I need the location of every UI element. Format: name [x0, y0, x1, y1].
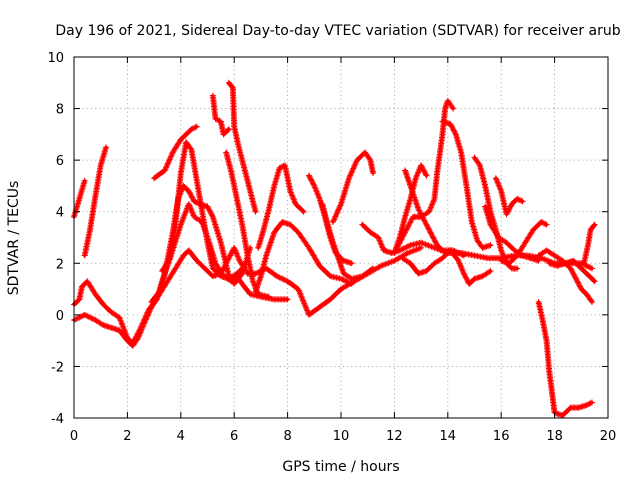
series-s12 — [252, 219, 355, 295]
x-tick-label: 2 — [123, 429, 131, 444]
x-axis-label: GPS time / hours — [282, 459, 399, 475]
series-trace — [160, 140, 247, 281]
series-markers — [535, 298, 595, 419]
series-s19 — [394, 97, 457, 251]
series-trace — [494, 176, 525, 216]
series-s21 — [399, 247, 494, 287]
series-s11 — [255, 162, 307, 251]
y-axis-label: SDTVAR / TECUs — [6, 181, 22, 296]
x-tick-label: 16 — [493, 429, 510, 444]
series-trace — [152, 125, 199, 180]
series-trace — [320, 202, 375, 281]
series-trace — [395, 99, 455, 250]
series-trace — [440, 119, 493, 250]
axis-ticks: 0 2 4 6 8 10 12 14 16 18 20 -4 -2 0 2 4 6 8 10 — [47, 51, 616, 444]
y-tick-label: -2 — [51, 360, 64, 375]
series-s23 — [482, 203, 542, 264]
series-trace — [582, 223, 597, 265]
series-trace — [83, 145, 108, 258]
y-tick-label: 6 — [56, 154, 64, 169]
series-trace — [536, 248, 594, 304]
series-markers — [319, 200, 377, 282]
x-tick-label: 20 — [600, 429, 617, 444]
series-trace — [547, 259, 597, 283]
series-trace — [72, 179, 87, 219]
y-tick-label: 8 — [56, 103, 64, 118]
series-markers — [225, 79, 259, 215]
x-tick-label: 12 — [386, 429, 403, 444]
series-s2 — [81, 144, 110, 259]
series-s24 — [492, 175, 526, 218]
series-s8 — [209, 92, 232, 138]
y-tick-label: 2 — [56, 257, 64, 272]
x-tick-label: 18 — [546, 429, 563, 444]
x-tick-label: 4 — [177, 429, 185, 444]
series-trace — [253, 220, 354, 294]
series-s15 — [329, 149, 377, 226]
chart-title: Day 196 of 2021, Sidereal Day-to-day VTE… — [55, 23, 620, 39]
series-s29 — [535, 298, 595, 419]
x-tick-label: 6 — [230, 429, 238, 444]
y-tick-label: 10 — [47, 51, 64, 66]
y-tick-label: -4 — [51, 412, 64, 427]
grid-lines — [74, 57, 608, 418]
series-s5 — [151, 123, 200, 182]
series-trace — [331, 150, 375, 224]
series-s7 — [159, 139, 248, 282]
series-s26 — [535, 247, 595, 305]
series-s25 — [498, 219, 550, 267]
series-trace — [149, 184, 252, 304]
series-s20 — [439, 118, 494, 251]
series-trace — [483, 204, 541, 263]
series-s9 — [225, 79, 259, 215]
series-trace — [256, 163, 306, 250]
data-series — [71, 79, 598, 419]
series-trace — [536, 300, 594, 418]
y-tick-label: 4 — [56, 206, 64, 221]
x-tick-label: 8 — [283, 429, 291, 444]
x-tick-label: 14 — [440, 429, 457, 444]
series-s28 — [580, 221, 598, 267]
series-trace — [211, 94, 231, 136]
x-tick-label: 10 — [333, 429, 350, 444]
series-s27 — [546, 257, 598, 285]
series-trace — [227, 81, 258, 214]
series-trace — [499, 220, 549, 265]
x-tick-label: 0 — [70, 429, 78, 444]
series-trace — [400, 248, 493, 286]
series-trace — [472, 155, 519, 271]
y-tick-label: 0 — [56, 309, 64, 324]
series-s14 — [319, 200, 377, 282]
